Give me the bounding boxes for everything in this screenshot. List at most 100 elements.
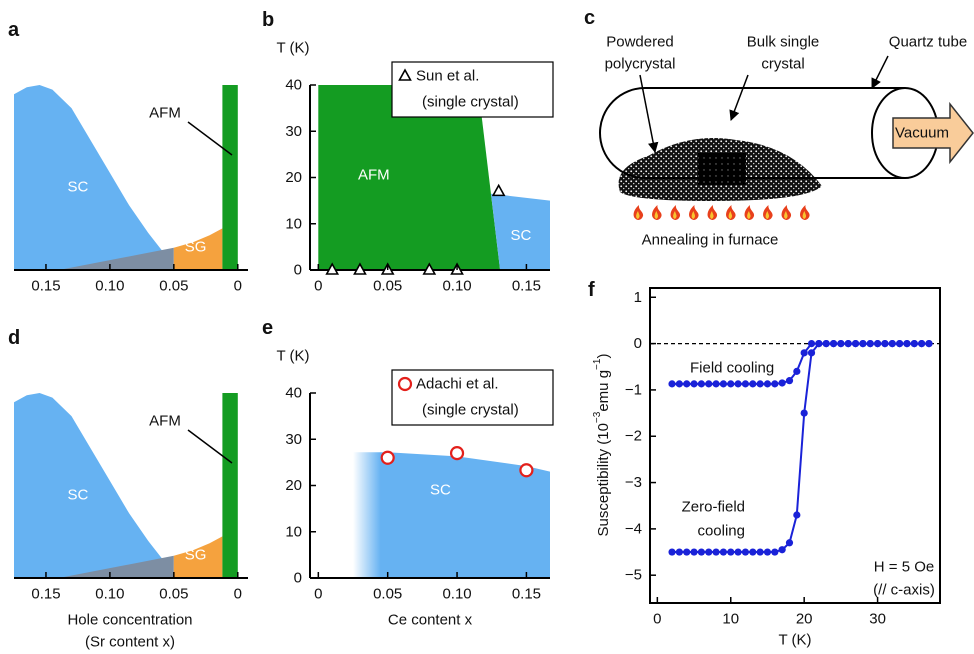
- x-axis-label: T (K): [778, 632, 811, 649]
- panel: e SC Adachi et al. (single crystal) 0 0.05 0.1…: [262, 317, 554, 629]
- flame-core: [802, 211, 807, 219]
- x-tick-label: 0.10: [442, 278, 471, 295]
- x-tick-label: 0: [314, 278, 322, 295]
- data-point: [844, 339, 852, 348]
- pointer: [639, 74, 659, 154]
- data-point: [815, 339, 823, 348]
- y-tick-label: 30: [285, 123, 302, 140]
- x-tick-label: 0.15: [512, 586, 541, 603]
- annotation: Field cooling: [690, 360, 774, 377]
- data-point: [741, 548, 750, 556]
- flame-core: [728, 211, 733, 219]
- phase-region: [353, 452, 550, 578]
- data-point: [353, 262, 367, 275]
- data-point: [756, 380, 764, 388]
- y-tick-label: 10: [285, 523, 302, 540]
- phase-region: [222, 393, 238, 578]
- legend: [391, 61, 554, 118]
- legend-note: (single crystal): [422, 402, 519, 419]
- vacuum-arrow: [892, 101, 974, 165]
- y-axis-label-part: Susceptibility (10: [595, 423, 612, 536]
- leader-line: [187, 429, 233, 464]
- data-point: [705, 380, 713, 388]
- data-point: [705, 548, 713, 556]
- flame-core: [710, 211, 714, 219]
- flame-core: [691, 211, 696, 219]
- x-tick-label: 0.15: [512, 278, 541, 295]
- region-label: AFM: [358, 167, 390, 184]
- data-point: [683, 548, 691, 556]
- y-tick-label: 10: [285, 215, 302, 232]
- y-tick-label: −3: [625, 474, 642, 491]
- data-point: [851, 339, 860, 348]
- y-axis-label: Susceptibility (10−3emu g−1): [592, 354, 612, 537]
- legend-marker: [397, 376, 413, 392]
- crystal-label: crystal: [761, 56, 804, 73]
- data-point: [668, 548, 676, 556]
- data-point: [888, 339, 896, 348]
- quartz-tube: [599, 87, 905, 179]
- annealing-label: Annealing in furnace: [642, 232, 779, 249]
- data-point: [697, 548, 705, 556]
- x-tick-label: 0: [653, 611, 661, 628]
- x-tick-label: 30: [869, 611, 886, 628]
- data-point: [837, 339, 845, 348]
- flames: [633, 205, 810, 220]
- region-label: SC: [68, 178, 89, 195]
- legend: [391, 369, 554, 426]
- data-point: [741, 380, 750, 388]
- x-tick-label: 0.05: [159, 278, 188, 295]
- data-point: [778, 379, 786, 387]
- panel: f Field cooling Zero-field cooling H = 5 Oe (…: [588, 279, 941, 649]
- leader-line: [187, 121, 233, 156]
- data-point: [771, 380, 779, 388]
- data-point: [734, 380, 742, 388]
- data-point: [829, 339, 838, 348]
- x-tick-label: 0.10: [442, 586, 471, 603]
- plot-frame: [649, 287, 941, 604]
- single-crystal: [698, 153, 746, 185]
- legend-marker: [398, 68, 412, 81]
- y-tick-label: 0: [634, 335, 642, 352]
- data-point: [749, 548, 757, 556]
- data-point: [763, 380, 772, 388]
- x-tick-label: 0.10: [95, 586, 124, 603]
- x-tick-label: 0.05: [159, 586, 188, 603]
- flame-core: [654, 211, 659, 219]
- legend-note: (single crystal): [422, 94, 519, 111]
- annotation: (// c-axis): [873, 582, 935, 599]
- powder-label: polycrystal: [605, 56, 676, 73]
- y-axis-label-part: −1: [592, 358, 603, 370]
- panel-label: c: [584, 7, 595, 29]
- y-tick-label: 30: [285, 431, 302, 448]
- data-point: [807, 339, 816, 348]
- x-tick-label: 0: [234, 278, 242, 295]
- data-point: [881, 339, 889, 348]
- crystal-label: Bulk single: [747, 34, 820, 51]
- phase-region: [14, 393, 178, 578]
- data-point: [749, 380, 757, 388]
- data-point: [873, 339, 882, 348]
- y-tick-label: 0: [294, 570, 302, 587]
- data-point: [822, 339, 830, 348]
- x-axis-label: Hole concentration: [67, 612, 192, 629]
- data-point: [918, 339, 926, 348]
- legend-label: Adachi et al.: [416, 376, 499, 393]
- x-tick-label: 0.15: [31, 278, 60, 295]
- phase-region: [491, 193, 550, 270]
- phase-region: [173, 536, 223, 578]
- data-point: [756, 548, 764, 556]
- y-axis-label-part: emu g: [595, 370, 612, 412]
- annotation: Zero-field: [682, 499, 745, 516]
- x-tick-label: 0: [234, 586, 242, 603]
- region-label: SC: [510, 227, 531, 244]
- data-point: [422, 262, 437, 275]
- panel: b AFM SC Sun et al. (single crystal) 0 0.05 0.1…: [262, 9, 554, 295]
- region-label: SG: [185, 238, 207, 255]
- data-point: [690, 548, 698, 556]
- data-point: [793, 511, 801, 519]
- vacuum-label: Vacuum: [895, 125, 949, 142]
- data-point: [785, 539, 794, 547]
- pointer: [729, 74, 749, 121]
- data-point: [896, 339, 904, 348]
